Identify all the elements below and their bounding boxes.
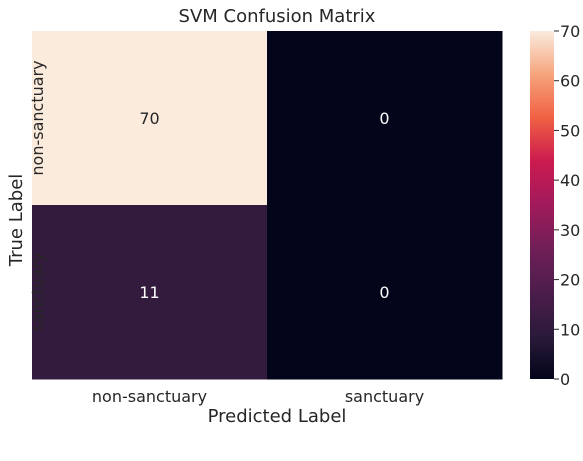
heatmap-cell-labels: 70 0 11 0	[139, 109, 389, 302]
colorbar	[530, 31, 554, 379]
colorbar-tick-label: 60	[560, 72, 580, 91]
colorbar-tick-label: 50	[560, 121, 580, 140]
colorbar-tick-label: 40	[560, 171, 580, 190]
y-tick-label: non-sanctuary	[28, 60, 47, 175]
x-axis-ticks: non-sanctuary sanctuary	[92, 387, 424, 406]
colorbar-ticks: 0 10 20 30 40 50 60 70	[554, 22, 580, 389]
x-tick-label: non-sanctuary	[92, 387, 207, 406]
y-tick-label: sanctuary	[28, 252, 47, 331]
heatmap-cell	[267, 31, 503, 206]
heatmap-cell	[267, 205, 503, 380]
heatmap-cell	[32, 205, 268, 380]
heatmap-cell	[32, 31, 268, 206]
x-axis-label: Predicted Label	[208, 406, 347, 427]
cell-value-label: 70	[139, 109, 159, 128]
heatmap-cells	[32, 31, 503, 380]
colorbar-tick-label: 30	[560, 221, 580, 240]
colorbar-tick-label: 20	[560, 271, 580, 290]
cell-value-label: 0	[379, 109, 389, 128]
colorbar-tick-label: 0	[560, 370, 570, 389]
cell-value-label: 0	[379, 283, 389, 302]
x-tick-label: sanctuary	[345, 387, 424, 406]
cell-value-label: 11	[139, 283, 159, 302]
colorbar-tick-label: 70	[560, 22, 580, 41]
y-axis-ticks: non-sanctuary sanctuary	[28, 60, 47, 331]
y-axis-label: True Label	[6, 174, 27, 268]
chart-title: SVM Confusion Matrix	[179, 6, 376, 27]
colorbar-tick-label: 10	[560, 320, 580, 339]
